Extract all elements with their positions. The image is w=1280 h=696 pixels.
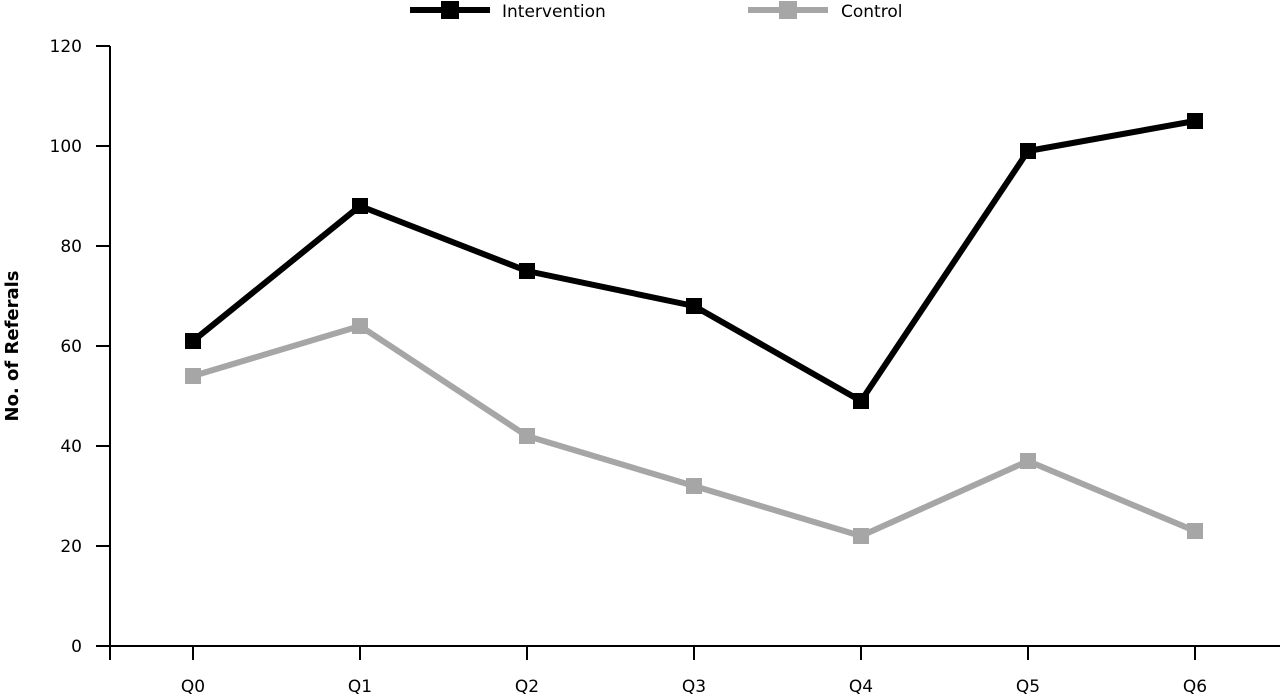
y-axis: 0 20 40 60 80 100 120: [50, 37, 111, 657]
y-tick-label: 60: [60, 337, 82, 357]
legend-item-control: Control: [748, 1, 902, 22]
series-line: [192, 323, 1197, 539]
data-point: [1187, 113, 1203, 129]
data-point: [686, 298, 702, 314]
series-intervention: [185, 113, 1203, 409]
series-control: [185, 318, 1203, 544]
data-point: [686, 478, 702, 494]
data-point: [1020, 453, 1036, 469]
legend-marker: [441, 1, 459, 19]
x-tick-label: Q6: [1183, 677, 1207, 696]
legend-label: Intervention: [502, 2, 606, 22]
series-layer: [185, 113, 1203, 544]
y-tick-label: 0: [71, 637, 82, 657]
y-tick-label: 120: [50, 37, 82, 57]
legend-item-intervention: Intervention: [410, 1, 606, 22]
legend: Intervention Control: [410, 1, 902, 22]
legend-label: Control: [841, 2, 902, 22]
x-tick-label: Q3: [682, 677, 706, 696]
data-point: [519, 428, 535, 444]
y-axis-title: No. of Referals: [2, 270, 23, 421]
data-point: [185, 368, 201, 384]
data-point: [1020, 143, 1036, 159]
data-point: [185, 333, 201, 349]
data-point: [1187, 523, 1203, 539]
x-tick-label: Q0: [181, 677, 205, 696]
data-point: [853, 528, 869, 544]
y-tick-label: 80: [60, 237, 82, 257]
x-tick-label: Q2: [515, 677, 539, 696]
y-tick-label: 100: [50, 137, 82, 157]
data-point: [352, 198, 368, 214]
x-axis: Q0 Q1 Q2 Q3 Q4 Q5 Q6: [109, 645, 1280, 696]
y-tick-label: 20: [60, 537, 82, 557]
legend-marker: [779, 1, 797, 19]
x-tick-label: Q4: [849, 677, 873, 696]
data-point: [519, 263, 535, 279]
x-tick-label: Q5: [1016, 677, 1040, 696]
x-tick-label: Q1: [348, 677, 372, 696]
series-line: [191, 118, 1196, 404]
data-point: [352, 318, 368, 334]
data-point: [853, 393, 869, 409]
y-tick-label: 40: [60, 437, 82, 457]
